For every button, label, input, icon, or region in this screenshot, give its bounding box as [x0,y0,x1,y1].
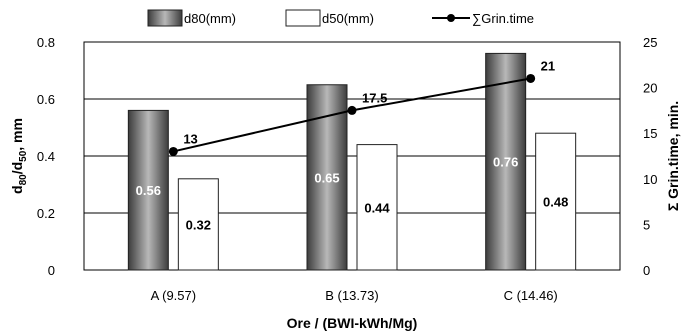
legend-swatch-d50 [285,9,321,27]
y-tick-label: 0.2 [37,206,55,221]
x-category-label: A (9.57) [151,288,197,303]
data-label-grin-time: 13 [183,131,197,146]
bar-d80 [485,52,527,271]
data-label-d50: 0.44 [364,200,390,215]
y2-tick-label: 10 [643,172,657,187]
legend-label-grin-time: ∑Grin.time [472,11,534,26]
bar-d50 [535,132,577,271]
data-label-d50: 0.48 [543,195,568,210]
category-labels: A (9.57) B (13.73) C (14.46) [151,288,558,303]
data-label-grin-time: 21 [541,58,555,73]
line-point [168,146,178,156]
data-label-grin-time: 17.5 [362,90,387,105]
x-category-label: C (14.46) [504,288,558,303]
y2-axis-title: Σ Grin.time, min. [665,101,681,211]
y-tick-label: 0.8 [37,35,55,50]
data-label-d80: 0.76 [493,155,518,170]
bar-d50 [356,144,398,271]
bar-d80 [127,109,169,271]
y-tick-label: 0.4 [37,149,55,164]
y-tick-label: 0 [48,263,55,278]
y2-tick-label: 5 [643,217,650,232]
legend-marker [447,14,455,22]
legend-label-d80: d80(mm) [184,11,236,26]
left-axis-ticks: 0 0.2 0.4 0.6 0.8 [37,35,55,278]
bar-d50 [177,178,219,271]
legend-label-d50: d50(mm) [322,11,374,26]
x-category-label: B (13.73) [325,288,378,303]
line-point [347,105,357,115]
line-series: 13 17.5 21 [168,58,555,156]
y2-tick-label: 0 [643,263,650,278]
x-axis-title: Ore / (BWI-kWh/Mg) [287,315,418,331]
bar-d80 [306,84,348,271]
data-label-d50: 0.32 [186,217,211,232]
y-axis-title: d80/d50, mm [9,118,29,194]
right-axis-ticks: 0 5 10 15 20 25 [643,35,657,278]
legend-swatch-d80 [147,9,183,27]
data-label-d80: 0.56 [136,183,161,198]
y2-tick-label: 25 [643,35,657,50]
gridlines [83,41,621,271]
plot-frame [83,41,621,271]
line-point [526,73,536,83]
data-label-d80: 0.65 [314,170,339,185]
line-grin-time [173,77,531,153]
bars: 0.56 0.32 0.65 0.44 0.76 0.48 [127,52,577,271]
y-tick-label: 0.6 [37,92,55,107]
y2-tick-label: 15 [643,126,657,141]
y2-tick-label: 20 [643,81,657,96]
legend: d80(mm) d50(mm) ∑Grin.time [147,9,534,27]
